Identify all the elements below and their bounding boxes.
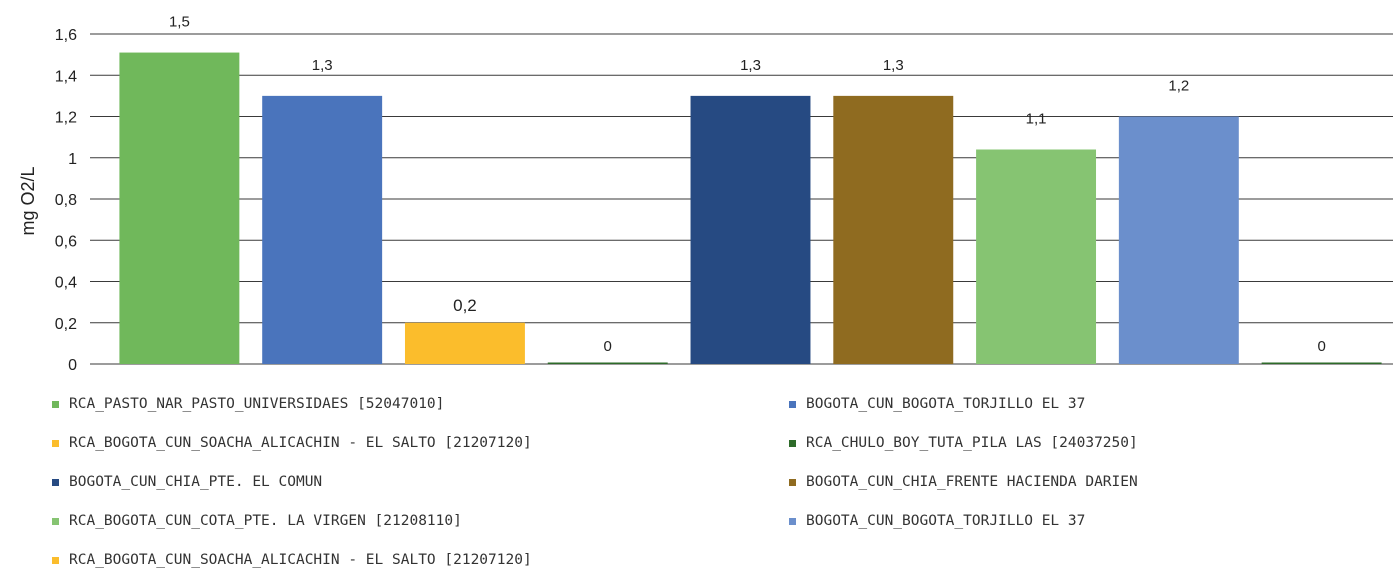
y-tick-label: 0 [68,357,77,374]
legend-item: RCA_BOGOTA_CUN_SOACHA_ALICACHIN - EL SAL… [52,549,532,571]
legend-item: RCA_PASTO_NAR_PASTO_UNIVERSIDAES [520470… [52,393,444,415]
bar [1261,362,1382,364]
y-tick-label: 0,8 [55,192,77,209]
legend-label: RCA_PASTO_NAR_PASTO_UNIVERSIDAES [520470… [69,396,445,412]
legend-label: BOGOTA_CUN_CHIA_FRENTE HACIENDA DARIEN [806,474,1138,490]
y-tick-label: 1,6 [55,27,77,44]
bar [833,95,954,364]
bar [547,362,668,364]
data-label: 1,2 [1168,78,1189,95]
legend-swatch [52,556,59,564]
legend-item: BOGOTA_CUN_CHIA_PTE. EL COMUN [52,471,322,493]
legend-item: RCA_CHULO_BOY_TUTA_PILA LAS [24037250] [789,432,1138,454]
legend-item: BOGOTA_CUN_CHIA_FRENTE HACIENDA DARIEN [789,471,1138,493]
y-tick-label: 0,6 [55,233,77,250]
data-label: 1,3 [312,57,333,74]
legend-label: RCA_BOGOTA_CUN_SOACHA_ALICACHIN - EL SAL… [69,552,532,568]
legend-swatch [789,478,796,486]
legend-item: BOGOTA_CUN_BOGOTA_TORJILLO EL 37 [789,393,1085,415]
bars [119,52,1382,364]
y-axis-title: mg O2/L [18,166,38,235]
data-label: 0,2 [453,296,477,315]
y-tick-label: 1,4 [55,68,77,85]
data-label: 1,1 [1026,111,1047,128]
legend-item: RCA_BOGOTA_CUN_SOACHA_ALICACHIN - EL SAL… [52,432,532,454]
data-label: 0 [604,338,612,355]
bar [404,322,525,364]
bar [262,95,383,364]
legend-item: BOGOTA_CUN_BOGOTA_TORJILLO EL 37 [789,510,1085,532]
y-tick-label: 0,2 [55,316,77,333]
legend-swatch [789,439,796,447]
legend: RCA_PASTO_NAR_PASTO_UNIVERSIDAES [520470… [0,383,1393,581]
bar [690,95,811,364]
legend-label: BOGOTA_CUN_BOGOTA_TORJILLO EL 37 [806,396,1086,412]
legend-swatch [52,517,59,525]
y-tick-label: 1 [68,151,77,168]
legend-label: RCA_BOGOTA_CUN_SOACHA_ALICACHIN - EL SAL… [69,435,532,451]
legend-swatch [52,439,59,447]
y-tick-labels: 0 0,2 0,4 0,6 0,8 1 1,2 1,4 1,6 [55,27,77,374]
legend-label: BOGOTA_CUN_BOGOTA_TORJILLO EL 37 [806,513,1086,529]
bar [976,149,1097,364]
data-label: 0 [1317,338,1325,355]
legend-item: RCA_BOGOTA_CUN_COTA_PTE. LA VIRGEN [2120… [52,510,462,532]
data-label: 1,3 [740,57,761,74]
bar [1118,116,1239,364]
y-tick-label: 1,2 [55,110,77,127]
legend-label: BOGOTA_CUN_CHIA_PTE. EL COMUN [69,474,323,490]
bar-chart: 0 0,2 0,4 0,6 0,8 1 1,2 1,4 1,6 1,5 1,3 0,2 0 1,3 1,3… [18,14,1393,374]
y-tick-label: 0,4 [55,275,77,292]
data-labels: 1,5 1,3 0,2 0 1,3 1,3 1,1 1,2 0 [169,14,1326,355]
legend-swatch [789,517,796,525]
data-label: 1,3 [883,57,904,74]
legend-swatch [52,478,59,486]
legend-swatch [52,400,59,408]
data-label: 1,5 [169,14,190,31]
bar [119,52,240,364]
legend-label: RCA_CHULO_BOY_TUTA_PILA LAS [24037250] [806,435,1138,451]
legend-swatch [789,400,796,408]
legend-label: RCA_BOGOTA_CUN_COTA_PTE. LA VIRGEN [2120… [69,513,462,529]
